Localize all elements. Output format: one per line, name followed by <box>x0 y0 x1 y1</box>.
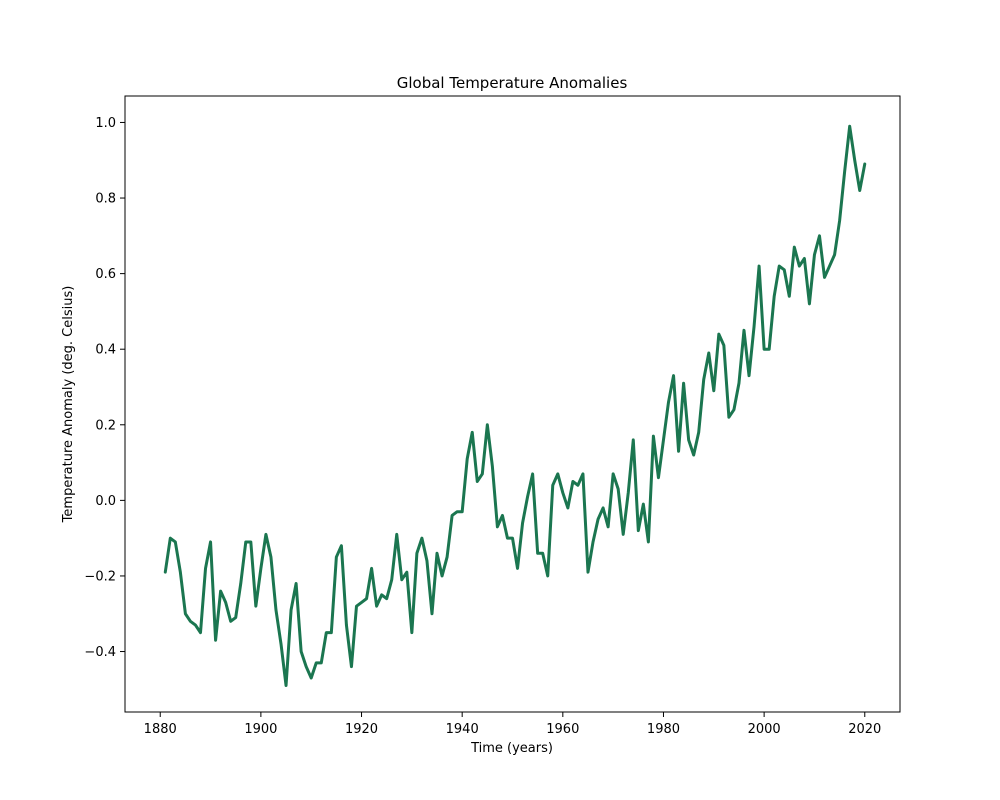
y-tick-label: 0.0 <box>95 494 116 509</box>
x-tick-label: 1960 <box>546 722 579 737</box>
plot-area <box>124 95 901 713</box>
x-tick-label: 1880 <box>144 722 177 737</box>
y-tick-label: 0.2 <box>95 418 116 433</box>
y-tick-label: 0.8 <box>95 192 116 207</box>
y-tick-label: 0.6 <box>95 267 116 282</box>
x-tick-label: 1980 <box>647 722 680 737</box>
y-tick-label: 1.0 <box>95 116 116 131</box>
chart-title: Global Temperature Anomalies <box>397 74 628 92</box>
x-tick-label: 1940 <box>446 722 479 737</box>
y-tick-label: 0.4 <box>95 343 116 358</box>
y-tick-label: −0.4 <box>84 645 116 660</box>
y-axis-ticks: −0.4 −0.2 0.0 0.2 0.4 0.6 0.8 1.0 <box>84 116 125 660</box>
y-axis-label: Temperature Anomaly (deg. Celsius) <box>61 286 76 524</box>
x-tick-label: 2020 <box>848 722 881 737</box>
temperature-anomaly-line <box>163 124 867 688</box>
x-tick-label: 2000 <box>748 722 781 737</box>
y-tick-label: −0.2 <box>84 569 116 584</box>
x-tick-label: 1900 <box>244 722 277 737</box>
x-axis-ticks: 1880 1900 1920 1940 1960 1980 2000 2020 <box>144 712 881 737</box>
x-axis-label: Time (years) <box>470 741 553 756</box>
x-tick-label: 1920 <box>345 722 378 737</box>
